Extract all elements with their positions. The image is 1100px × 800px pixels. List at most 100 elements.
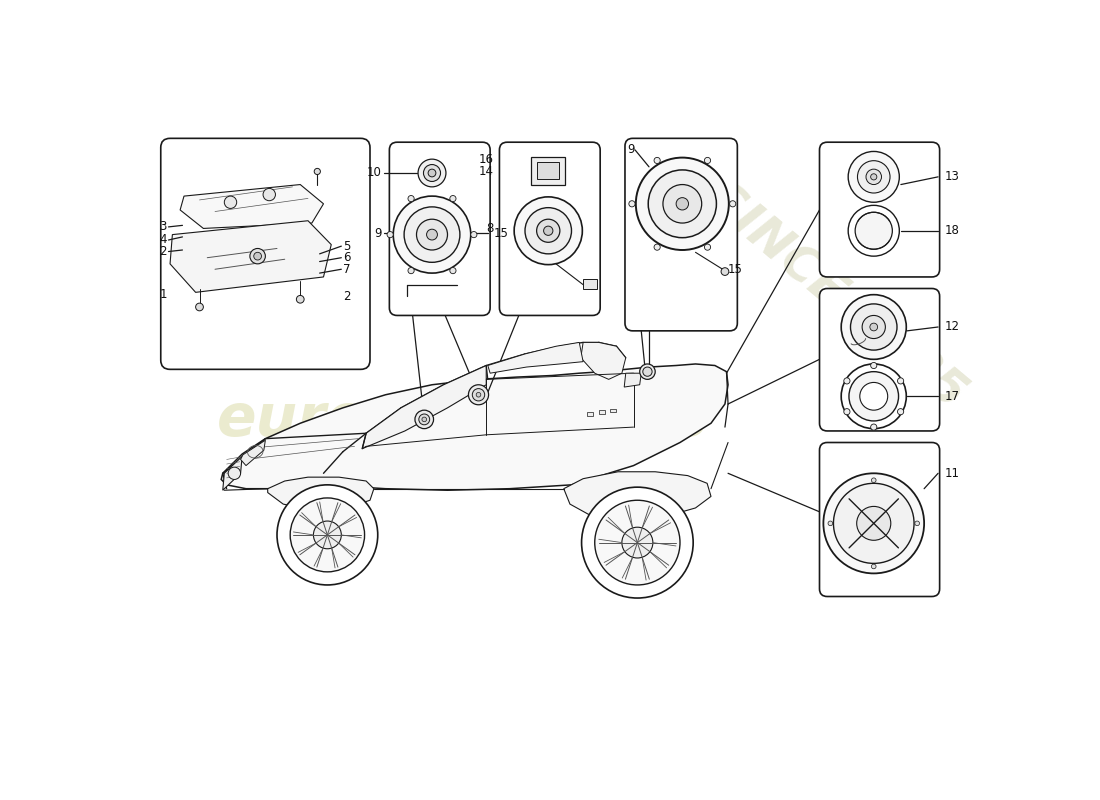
Circle shape	[582, 487, 693, 598]
Text: 15: 15	[494, 226, 509, 239]
Polygon shape	[221, 364, 728, 490]
Circle shape	[422, 417, 427, 422]
Circle shape	[228, 467, 241, 479]
Circle shape	[595, 500, 680, 585]
Circle shape	[196, 303, 204, 311]
Text: euromotoparts: euromotoparts	[218, 391, 708, 448]
Circle shape	[849, 372, 899, 421]
Circle shape	[418, 159, 446, 187]
Circle shape	[250, 249, 265, 264]
Circle shape	[427, 230, 438, 240]
FancyBboxPatch shape	[820, 442, 939, 597]
Circle shape	[417, 219, 448, 250]
Circle shape	[898, 378, 904, 384]
Polygon shape	[267, 477, 374, 510]
Text: 13: 13	[945, 170, 960, 183]
Polygon shape	[170, 221, 331, 292]
Circle shape	[729, 201, 736, 207]
Text: 9: 9	[374, 226, 382, 239]
Text: 8: 8	[486, 222, 494, 235]
Circle shape	[525, 208, 572, 254]
Circle shape	[654, 158, 660, 163]
Text: 6: 6	[343, 251, 351, 264]
Circle shape	[676, 198, 689, 210]
Circle shape	[848, 151, 900, 202]
Circle shape	[654, 244, 660, 250]
Text: 7: 7	[343, 262, 351, 276]
Circle shape	[858, 161, 890, 193]
Circle shape	[871, 564, 876, 569]
Circle shape	[860, 382, 888, 410]
Circle shape	[850, 304, 896, 350]
Circle shape	[408, 195, 415, 202]
FancyBboxPatch shape	[820, 289, 939, 431]
Circle shape	[871, 174, 877, 180]
Text: 11: 11	[945, 467, 960, 480]
Text: 17: 17	[945, 390, 960, 403]
FancyBboxPatch shape	[538, 162, 559, 179]
Circle shape	[857, 506, 891, 540]
Circle shape	[722, 268, 729, 275]
Text: 16: 16	[478, 153, 494, 166]
Circle shape	[898, 409, 904, 414]
Circle shape	[428, 169, 436, 177]
Circle shape	[629, 201, 635, 207]
Circle shape	[254, 252, 262, 260]
FancyBboxPatch shape	[820, 142, 939, 277]
Polygon shape	[581, 342, 626, 379]
Text: 12: 12	[945, 321, 960, 334]
FancyBboxPatch shape	[625, 138, 737, 331]
Text: 18: 18	[945, 224, 960, 238]
Circle shape	[424, 165, 440, 182]
Circle shape	[704, 244, 711, 250]
Text: 9: 9	[627, 143, 635, 157]
Circle shape	[844, 409, 850, 414]
Text: 2: 2	[160, 245, 167, 258]
Text: 10: 10	[366, 166, 382, 179]
FancyBboxPatch shape	[531, 157, 565, 185]
FancyBboxPatch shape	[161, 138, 370, 370]
Circle shape	[621, 527, 653, 558]
Circle shape	[296, 295, 304, 303]
Circle shape	[844, 378, 850, 384]
Text: 5: 5	[343, 240, 350, 253]
Circle shape	[842, 294, 906, 359]
Polygon shape	[487, 342, 583, 373]
Circle shape	[514, 197, 582, 265]
FancyBboxPatch shape	[598, 410, 605, 414]
Polygon shape	[563, 472, 711, 519]
Circle shape	[394, 196, 471, 273]
Text: 14: 14	[478, 165, 494, 178]
Circle shape	[834, 483, 914, 563]
Text: a passion for parts  SINCE 1985: a passion for parts SINCE 1985	[320, 464, 605, 482]
Circle shape	[315, 168, 320, 174]
Circle shape	[469, 385, 488, 405]
Circle shape	[842, 364, 906, 429]
Circle shape	[387, 231, 394, 238]
Circle shape	[915, 521, 920, 526]
Circle shape	[855, 212, 892, 250]
FancyBboxPatch shape	[587, 412, 593, 415]
Polygon shape	[362, 366, 486, 449]
Text: 2: 2	[343, 290, 351, 302]
Circle shape	[642, 367, 652, 376]
Circle shape	[450, 195, 456, 202]
Circle shape	[824, 474, 924, 574]
Circle shape	[314, 521, 341, 549]
Circle shape	[277, 485, 377, 585]
Circle shape	[472, 389, 485, 401]
Circle shape	[290, 498, 364, 572]
Text: 3: 3	[160, 220, 166, 234]
Circle shape	[871, 362, 877, 369]
Circle shape	[537, 219, 560, 242]
Text: 1: 1	[160, 288, 167, 301]
Polygon shape	[180, 185, 323, 229]
Polygon shape	[624, 373, 641, 387]
Circle shape	[450, 267, 456, 274]
Circle shape	[408, 267, 415, 274]
Circle shape	[871, 424, 877, 430]
Text: SINCE 1985: SINCE 1985	[695, 174, 975, 418]
Circle shape	[862, 315, 886, 338]
Circle shape	[663, 185, 702, 223]
Circle shape	[704, 158, 711, 163]
